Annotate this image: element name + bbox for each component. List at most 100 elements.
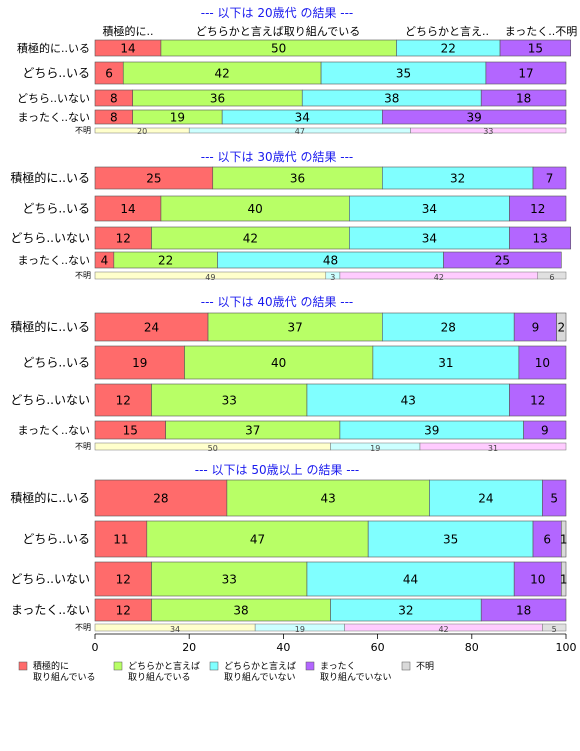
na-data-label: 42 <box>434 273 444 282</box>
bar-segment <box>443 251 562 269</box>
data-label: 38 <box>384 92 399 106</box>
na-data-label: 20 <box>137 127 147 136</box>
data-label: 33 <box>222 573 237 587</box>
bar-segment <box>509 195 567 222</box>
x-tick-label: 80 <box>465 641 479 654</box>
data-label: 4 <box>101 254 109 268</box>
data-label: 36 <box>290 172 305 186</box>
legend-label: 取り組んでいない <box>224 671 296 683</box>
data-label: 39 <box>424 424 439 438</box>
category-label: どちら..いない <box>10 231 90 245</box>
na-segment <box>542 623 567 632</box>
panel-title: --- 以下は 50歳以上 の結果 --- <box>195 463 360 477</box>
data-label: 32 <box>398 604 413 618</box>
data-label: 31 <box>438 356 453 370</box>
na-segment <box>410 127 567 134</box>
data-label: 12 <box>116 604 131 618</box>
data-label: 18 <box>516 92 531 106</box>
data-label: 7 <box>546 172 554 186</box>
na-data-label: 49 <box>205 273 215 282</box>
na-data-label: 33 <box>483 127 493 136</box>
x-tick-label: 60 <box>371 641 385 654</box>
legend-swatch <box>18 661 28 671</box>
bar-segment <box>509 383 567 417</box>
na-label: 不明 <box>75 271 91 280</box>
data-label: 17 <box>518 67 533 81</box>
category-label: どちら..いない <box>17 92 90 105</box>
data-label: 6 <box>543 533 551 547</box>
category-label: 積極的に..いる <box>10 490 90 505</box>
bar-segment <box>94 561 152 597</box>
na-data-label: 3 <box>330 273 335 282</box>
data-label: 6 <box>105 67 113 81</box>
data-label: 50 <box>271 42 286 56</box>
bar-segment <box>160 195 350 222</box>
bar-segment <box>485 61 567 85</box>
category-label: まったく..ない <box>17 111 90 124</box>
na-data-label: 19 <box>370 444 380 453</box>
column-header: どちらかと言え.. <box>405 25 489 38</box>
data-label: 47 <box>250 533 265 547</box>
x-tick-label: 100 <box>556 641 577 654</box>
data-label: 28 <box>153 492 168 506</box>
column-header: まったく..不明 <box>505 25 578 38</box>
bar-segment <box>94 312 209 342</box>
na-label: 不明 <box>75 442 91 451</box>
na-data-label: 34 <box>170 625 180 634</box>
legend-label: 取り組んでいる <box>128 671 191 683</box>
column-header: どちらかと言えば取り組んでいる <box>196 25 360 38</box>
category-label: どちら..いる <box>22 356 90 370</box>
panel-title: --- 以下は 20歳代 の結果 --- <box>201 6 354 20</box>
bar-segment <box>509 226 572 250</box>
legend-swatch <box>401 661 411 671</box>
category-label: どちら..いる <box>22 66 90 80</box>
bar-segment <box>94 479 228 517</box>
data-label: 34 <box>422 202 437 216</box>
legend-swatch <box>209 661 219 671</box>
na-segment <box>419 442 567 451</box>
data-label: 14 <box>120 42 135 56</box>
bar-segment <box>513 561 562 597</box>
data-label: 22 <box>441 42 456 56</box>
bar-segment <box>94 520 148 558</box>
category-label: どちら..いる <box>22 202 90 216</box>
bar-segment <box>542 479 567 517</box>
bar-segment <box>184 345 374 380</box>
bar-segment <box>94 195 162 222</box>
bar-segment <box>94 345 185 380</box>
data-label: 37 <box>288 321 303 335</box>
data-label: 44 <box>403 573 418 587</box>
bar-segment <box>226 479 430 517</box>
category-label: 積極的に..いる <box>10 170 90 185</box>
bar-segment <box>560 561 567 597</box>
panel-title: --- 以下は 30歳代 の結果 --- <box>201 150 354 164</box>
bar-segment <box>146 520 369 558</box>
data-label: 24 <box>144 321 159 335</box>
data-label: 12 <box>116 394 131 408</box>
na-data-label: 42 <box>438 625 448 634</box>
data-label: 10 <box>530 573 545 587</box>
data-label: 42 <box>243 232 258 246</box>
na-data-label: 47 <box>295 127 305 136</box>
bar-segment <box>560 520 567 558</box>
bar-segment <box>151 561 308 597</box>
data-label: 39 <box>467 111 482 125</box>
na-segment <box>537 271 567 280</box>
data-label: 28 <box>441 321 456 335</box>
na-data-label: 5 <box>552 625 557 634</box>
legend-swatch <box>305 661 315 671</box>
bar-segment <box>499 39 572 57</box>
data-label: 1 <box>560 573 568 587</box>
bar-segment <box>556 312 567 342</box>
category-label: まったく..ない <box>17 254 90 267</box>
data-label: 33 <box>222 394 237 408</box>
bar-segment <box>349 195 510 222</box>
data-label: 12 <box>530 202 545 216</box>
data-label: 35 <box>396 67 411 81</box>
data-label: 8 <box>110 111 118 125</box>
na-data-label: 19 <box>295 625 305 634</box>
na-data-label: 31 <box>488 444 498 453</box>
na-label: 不明 <box>75 623 91 632</box>
category-label: どちら..いる <box>22 532 90 546</box>
